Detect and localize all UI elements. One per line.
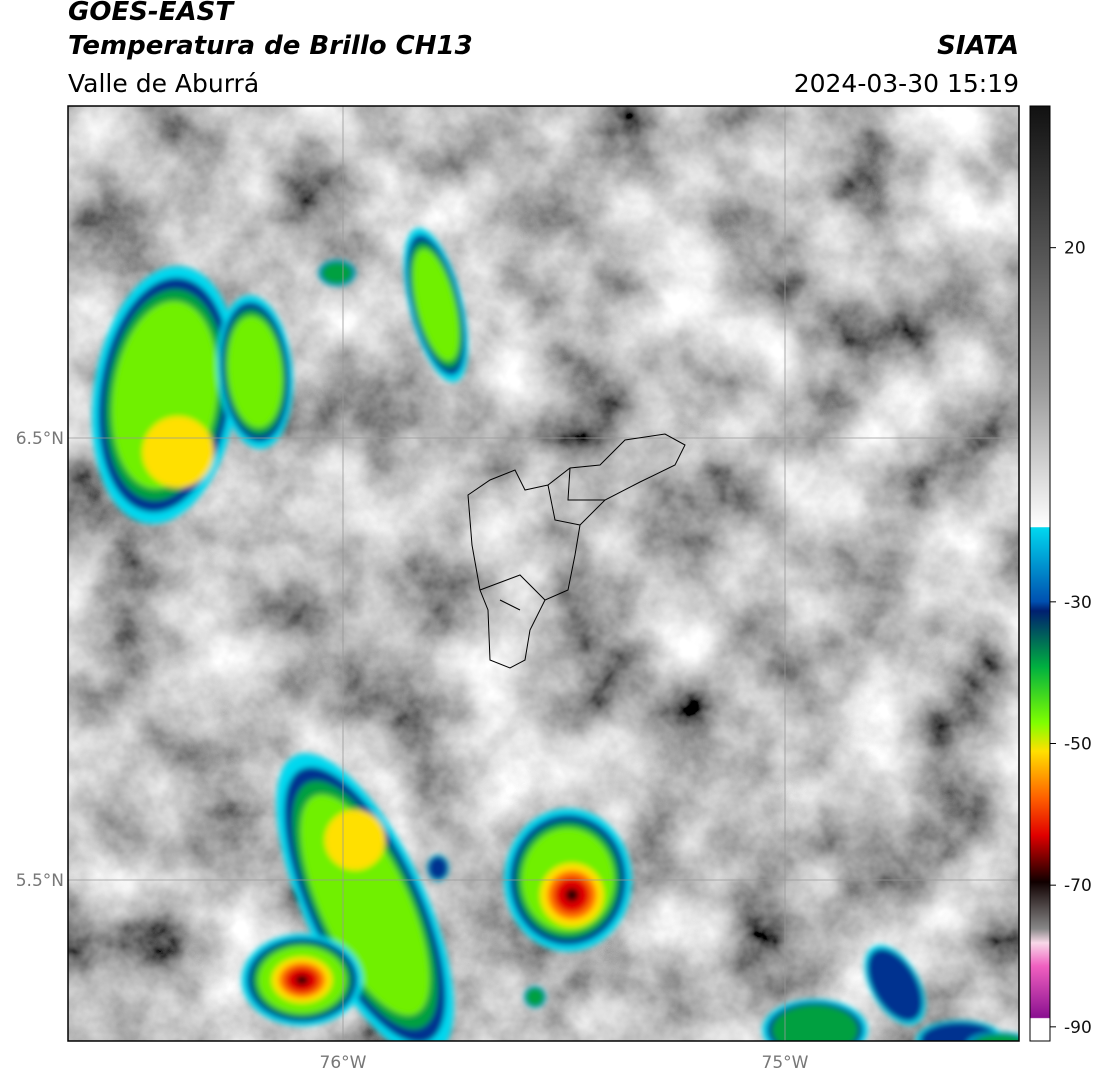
cold-cloud-contour xyxy=(324,809,386,871)
cold-cloud-contour xyxy=(428,856,448,880)
cold-cloud-contour xyxy=(771,1004,859,1041)
cold-cloud-contour xyxy=(295,974,309,986)
colorbar-tick-label: 20 xyxy=(1064,239,1086,259)
graticule xyxy=(68,106,1019,1041)
valley-outline xyxy=(467,433,686,669)
map-frame xyxy=(67,105,1020,1042)
cold-cloud-contour xyxy=(526,988,544,1006)
source: SIATA xyxy=(937,31,1019,61)
cold-cloud-contour xyxy=(227,316,283,428)
region: Valle de Aburrá xyxy=(68,69,259,98)
cold-clouds xyxy=(91,227,1019,1041)
colorbar xyxy=(1029,105,1051,1042)
lon-label: 75°W xyxy=(762,1053,809,1073)
lat-label: 5.5°N xyxy=(16,871,64,891)
cold-cloud-contour xyxy=(412,248,460,362)
lon-label: 76°W xyxy=(320,1053,367,1073)
colorbar-tick-label: -90 xyxy=(1064,1018,1092,1038)
subtitle: Temperatura de Brillo CH13 xyxy=(68,31,473,61)
map-area xyxy=(68,106,1019,1041)
cold-cloud-contour xyxy=(142,416,214,488)
lat-label: 6.5°N xyxy=(16,429,64,449)
colorbar-tick-label: -50 xyxy=(1064,735,1092,755)
colorbar-ticks: 20 -30 -50 -70 -90 xyxy=(1050,239,1092,1038)
cold-cloud-contour xyxy=(867,948,923,1022)
datetime: 2024-03-30 15:19 xyxy=(794,69,1019,98)
cold-cloud-contour xyxy=(974,1034,1019,1041)
cold-cloud-contour xyxy=(565,888,579,902)
cold-cloud-contour xyxy=(321,262,353,284)
title: GOES-EAST xyxy=(68,0,235,27)
colorbar-tick-label: -70 xyxy=(1064,876,1092,896)
colorbar-tick-label: -30 xyxy=(1064,593,1092,613)
